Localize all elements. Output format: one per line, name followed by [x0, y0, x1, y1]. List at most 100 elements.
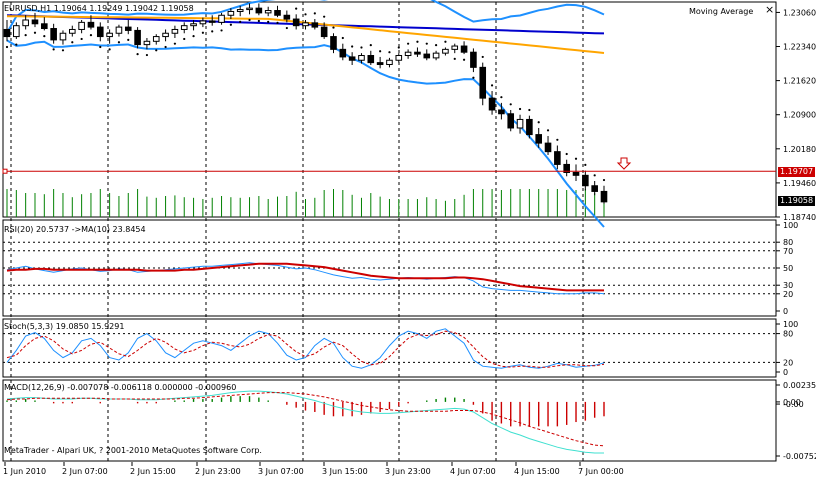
sar-dot	[257, 19, 260, 23]
stoch-label: Stoch(5,3,3) 19.0850 15.9291	[4, 322, 125, 331]
candle-body	[190, 23, 197, 27]
sar-dot	[24, 34, 27, 37]
sar-dot	[201, 31, 204, 34]
candle-body	[143, 40, 151, 46]
bollinger-upper-line	[6, 0, 605, 34]
sar-dot	[481, 55, 484, 59]
candle-body	[274, 10, 281, 16]
sar-dot	[369, 43, 372, 47]
stoch-tick-label: 20	[783, 358, 793, 367]
sar-dot	[565, 152, 568, 156]
sar-dot	[556, 138, 559, 141]
time-tick-label: 4 Jun 07:00	[450, 467, 496, 476]
sar-dot	[360, 46, 363, 49]
candle-body	[227, 10, 235, 16]
sar-dot	[80, 37, 83, 41]
sar-dot	[332, 26, 335, 29]
candle-body	[124, 26, 132, 31]
sar-dot	[593, 174, 596, 177]
sar-dot	[602, 178, 606, 182]
candle-body	[339, 48, 347, 58]
time-tick-label: 1 Jun 2010	[3, 467, 46, 476]
sar-dot	[71, 41, 74, 44]
sar-dot	[537, 121, 540, 124]
rsi-tick-label: 20	[783, 290, 793, 299]
candle-body	[208, 20, 216, 23]
macd-tick-label: -0.00752	[783, 452, 816, 461]
price-tick-label: 1.18740	[783, 213, 816, 222]
macd-line	[6, 390, 604, 454]
sar-dot	[407, 42, 410, 45]
macd-label: MACD(12,26,9) -0.007078 -0.006118 0.0000…	[4, 383, 237, 392]
price-tick-label: 1.19460	[783, 179, 816, 188]
candle-body	[423, 53, 431, 59]
sar-dot	[462, 58, 466, 61]
candle-body	[404, 51, 412, 57]
candle-body	[218, 14, 225, 23]
sar-dot	[43, 34, 46, 38]
sar-dot	[211, 30, 214, 33]
candle-body	[600, 190, 608, 203]
time-tick-label: 4 Jun 15:00	[514, 467, 560, 476]
price-tick-label: 1.21620	[783, 77, 816, 86]
candle-body	[134, 29, 141, 46]
candle-body	[283, 14, 291, 20]
stoch-tick-label: 100	[783, 320, 798, 329]
sar-dot	[490, 84, 494, 87]
sar-dot	[379, 50, 382, 53]
candle-body	[442, 48, 449, 54]
candle-body	[50, 28, 57, 41]
candle-body	[358, 55, 365, 61]
sar-dot	[5, 45, 9, 49]
stoch-main-line	[6, 328, 605, 369]
sar-dot	[108, 48, 111, 51]
candle-body	[96, 26, 104, 38]
price-tick-label: 1.20180	[783, 145, 816, 154]
close-icon[interactable]: ×	[765, 3, 775, 16]
sar-dot	[136, 52, 139, 56]
sar-dot	[192, 34, 195, 38]
sar-dot	[528, 108, 531, 112]
sar-dot	[574, 157, 578, 160]
candle-body	[115, 26, 123, 34]
sar-dot	[472, 76, 475, 79]
panel-border-stoch	[2, 318, 777, 378]
sar-dot	[323, 15, 326, 18]
candle-body	[41, 23, 48, 30]
sar-dot	[276, 21, 279, 24]
alert-line-handle	[2, 168, 8, 174]
sar-dot	[173, 42, 177, 45]
sar-dot	[267, 20, 270, 23]
candle-body	[152, 36, 160, 42]
rsi-tick-label: 80	[783, 238, 793, 247]
candle-body	[171, 28, 179, 34]
sar-dot	[453, 57, 456, 60]
sar-dot	[546, 129, 550, 132]
sar-dot	[313, 12, 316, 15]
sar-dot	[351, 45, 354, 48]
candle-body	[330, 36, 337, 50]
candle-body	[236, 9, 244, 12]
candle-body	[451, 45, 459, 50]
candle-body	[554, 151, 561, 165]
rsi-tick-label: 70	[783, 247, 793, 256]
candle-body	[255, 7, 263, 14]
candle-body	[59, 32, 67, 41]
candle-body	[479, 66, 487, 99]
sar-dot	[239, 20, 242, 23]
panel-border-macd	[2, 379, 777, 462]
candle-body	[22, 19, 29, 27]
sar-dot	[145, 53, 149, 57]
candle-body	[544, 142, 552, 153]
candle-body	[414, 51, 421, 55]
indicator-tab-label[interactable]: Moving Average	[689, 7, 754, 16]
candle-body	[246, 7, 253, 11]
candle-body	[264, 10, 272, 14]
candle-body	[516, 118, 524, 129]
candle-body	[488, 97, 496, 111]
candle-body	[498, 109, 505, 115]
stoch-tick-label: 0	[783, 368, 788, 377]
rsi-tick-label: 100	[783, 221, 798, 230]
